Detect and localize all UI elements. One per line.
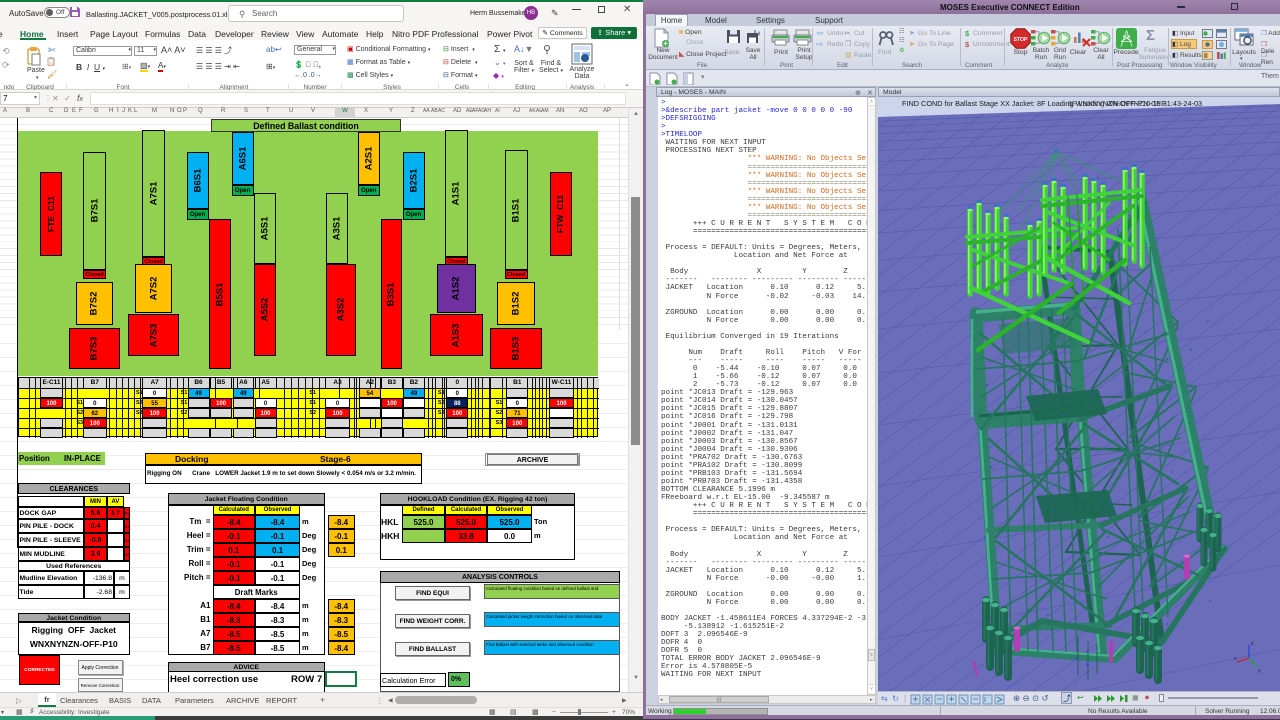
svg-text:STOP: STOP [1013, 37, 1028, 43]
svg-text:y: y [1258, 668, 1261, 674]
svg-text:x: x [1234, 656, 1237, 662]
svg-text:z: z [1251, 641, 1254, 647]
